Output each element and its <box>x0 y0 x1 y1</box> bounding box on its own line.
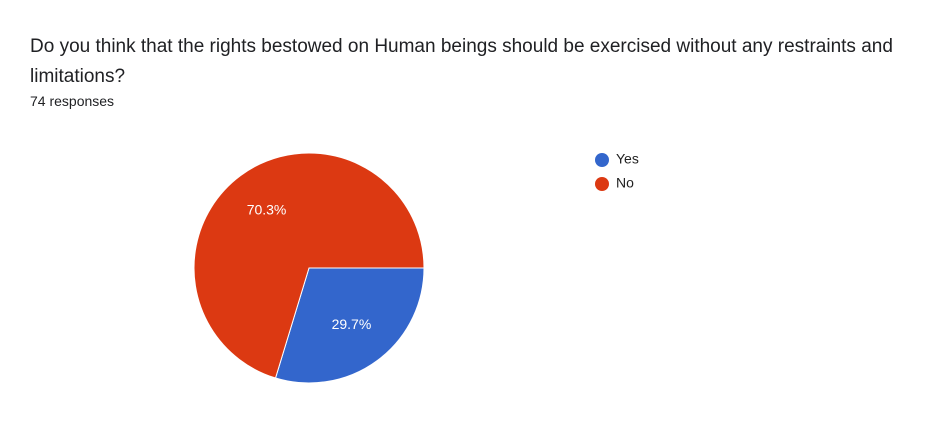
legend-label: No <box>616 175 634 191</box>
legend-marker <box>595 177 609 191</box>
chart-subtitle: 74 responses <box>30 93 115 109</box>
slice-label: 70.3% <box>247 201 287 217</box>
slice-label: 29.7% <box>332 316 372 332</box>
pie-slice <box>274 267 425 384</box>
legend-marker <box>595 153 609 167</box>
chart-title: Do you think that the rights bestowed on… <box>30 36 893 87</box>
legend-label: Yes <box>616 151 639 167</box>
pie-slice <box>193 152 425 379</box>
